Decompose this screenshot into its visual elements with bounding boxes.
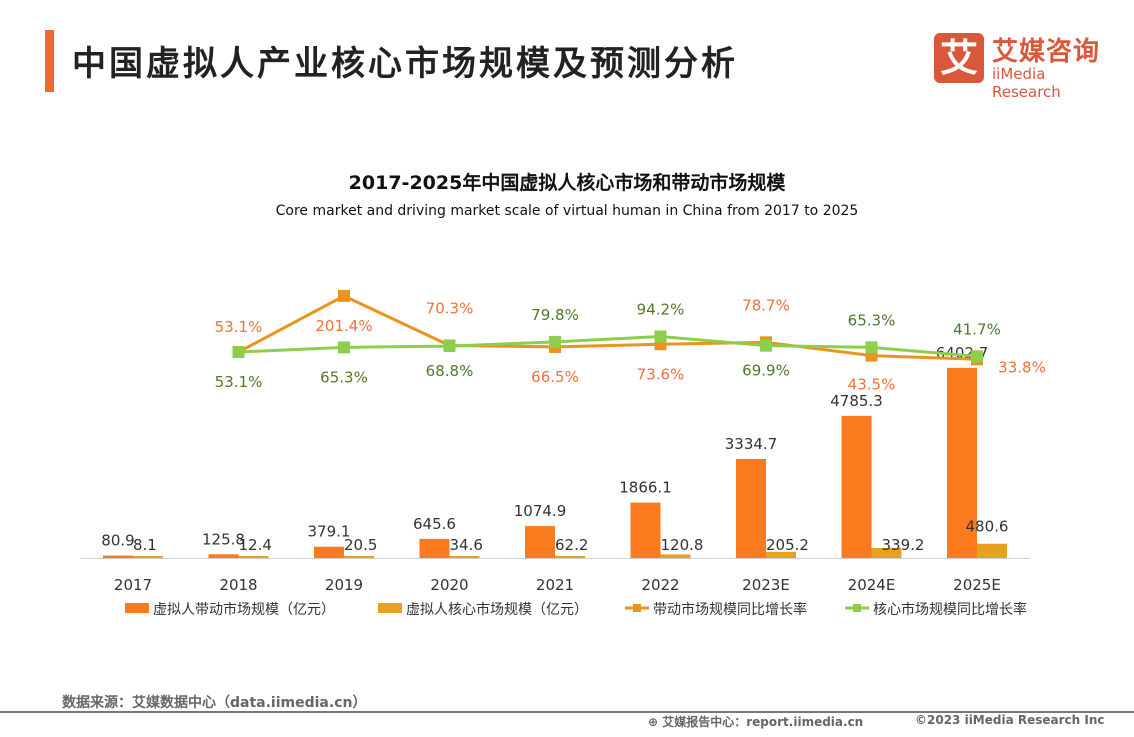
bar-label-core: 120.8	[661, 536, 704, 554]
line-label: 43.5%	[848, 376, 896, 394]
line-label: 73.6%	[637, 365, 685, 383]
line-core-growth	[238, 334, 978, 358]
line-label: 53.1%	[215, 373, 263, 391]
report-text: 艾媒报告中心：report.iimedia.cn	[662, 715, 864, 729]
line-label: 66.5%	[531, 368, 579, 386]
logo-en: iiMedia Research	[992, 65, 1061, 101]
line-marker	[338, 289, 350, 302]
line-label: 68.8%	[426, 362, 474, 380]
bar-label-core: 8.1	[133, 536, 157, 554]
bar-core	[660, 554, 691, 558]
legend-marker	[853, 604, 861, 612]
legend-label: 核心市场规模同比增长率	[873, 601, 1027, 618]
x-tick-label: 2020	[430, 576, 468, 594]
bar-label-core: 339.2	[882, 536, 925, 554]
line-label: 201.4%	[315, 317, 372, 335]
line-label: 33.8%	[998, 358, 1046, 376]
line-marker	[338, 341, 350, 354]
x-tick-label: 2021	[536, 576, 574, 594]
bar-label-driving: 4785.3	[830, 392, 883, 410]
legend-swatch	[378, 603, 402, 613]
chart-title: 2017-2025年中国虚拟人核心市场和带动市场规模	[348, 172, 786, 194]
x-tick-label: 2023E	[742, 576, 790, 594]
legend-swatch	[125, 603, 149, 613]
report-link[interactable]: ⊕ 艾媒报告中心：report.iimedia.cn	[648, 713, 863, 730]
data-source: 数据来源：艾媒数据中心（data.iimedia.cn）	[62, 695, 367, 711]
bar-driving	[314, 546, 344, 558]
bar-driving	[419, 538, 450, 558]
x-tick-label: 2019	[325, 576, 363, 594]
globe-icon: ⊕	[648, 715, 663, 729]
bar-label-driving: 3334.7	[725, 435, 778, 453]
bar-label-core: 12.4	[239, 536, 272, 554]
bar-core	[555, 556, 585, 558]
footer-divider	[0, 711, 1134, 713]
legend-marker	[633, 604, 641, 612]
x-tick-label: 2022	[641, 576, 679, 594]
line-marker	[232, 346, 245, 358]
title-accent-bar	[45, 30, 54, 92]
logo: 艾 艾媒咨询 iiMedia Research	[934, 33, 1114, 101]
bar-label-driving: 80.9	[101, 532, 134, 550]
x-tick-label: 2025E	[953, 576, 1001, 594]
bar-core	[766, 551, 796, 558]
line-label: 78.7%	[742, 296, 790, 314]
bar-driving	[525, 526, 555, 558]
x-tick-label: 2017	[114, 576, 152, 594]
bar-label-driving: 645.6	[413, 515, 456, 533]
line-marker	[865, 341, 878, 354]
bar-core	[238, 556, 269, 558]
bar-label-core: 34.6	[450, 536, 483, 554]
line-marker	[760, 339, 772, 352]
line-label: 70.3%	[426, 299, 474, 317]
chart-subtitle: Core market and driving market scale of …	[275, 203, 859, 219]
bar-label-core: 480.6	[966, 518, 1009, 536]
line-marker	[971, 350, 983, 363]
bar-core	[977, 543, 1007, 558]
line-label: 79.8%	[531, 306, 579, 324]
bar-label-core: 62.2	[555, 536, 588, 554]
line-label: 94.2%	[637, 300, 685, 318]
line-driving-growth	[237, 294, 978, 361]
line-marker	[549, 335, 561, 348]
bar-core	[449, 556, 480, 558]
bar-driving	[103, 555, 133, 558]
logo-cn: 艾媒咨询	[992, 37, 1101, 67]
line-marker	[443, 340, 456, 353]
line-marker	[654, 330, 667, 343]
line-label: 53.1%	[215, 318, 263, 336]
bar-label-core: 20.5	[344, 536, 377, 554]
bar-label-driving: 125.8	[202, 530, 245, 548]
copyright: ©2023 iiMedia Research Inc	[915, 713, 1105, 727]
bar-label-driving: 1866.1	[619, 479, 672, 497]
line-label: 65.3%	[848, 311, 896, 329]
bar-driving	[841, 415, 872, 558]
line-label: 41.7%	[953, 320, 1001, 338]
bar-core	[871, 547, 902, 558]
bar-driving	[630, 502, 661, 558]
bar-core	[344, 556, 374, 558]
legend-label: 虚拟人带动市场规模（亿元）	[153, 601, 335, 618]
legend-label: 带动市场规模同比增长率	[653, 601, 807, 618]
x-tick-label: 2024E	[848, 576, 896, 594]
bar-label-driving: 379.1	[308, 523, 351, 541]
bar-driving	[208, 554, 239, 558]
bar-driving	[736, 458, 766, 558]
line-label: 69.9%	[742, 362, 790, 380]
legend-label: 虚拟人核心市场规模（亿元）	[406, 601, 588, 618]
logo-mark: 艾	[934, 33, 984, 83]
line-label: 65.3%	[320, 368, 368, 386]
bar-label-driving: 1074.9	[514, 502, 567, 520]
bar-label-core: 205.2	[766, 536, 809, 554]
bar-core	[133, 556, 163, 558]
x-tick-label: 2018	[219, 576, 257, 594]
page-title: 中国虚拟人产业核心市场规模及预测分析	[72, 44, 738, 84]
bar-driving	[947, 367, 977, 558]
